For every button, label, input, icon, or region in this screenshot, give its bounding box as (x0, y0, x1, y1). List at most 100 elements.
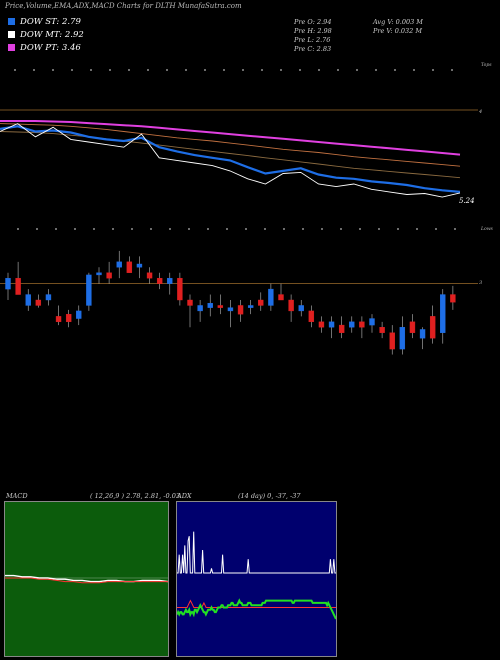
candle-body (409, 321, 416, 333)
candle-body (338, 324, 345, 333)
candle-body (116, 261, 122, 268)
tops-marker (280, 69, 282, 71)
adx-panel (176, 501, 337, 657)
tops-marker (432, 69, 434, 71)
candle-body (288, 299, 294, 312)
candle-body (187, 299, 193, 306)
adx-params: (14 day) 0, -37, -37 (238, 492, 301, 500)
candle-body (197, 305, 203, 312)
candle-body (349, 321, 355, 328)
adx-chart (176, 531, 337, 620)
lows-marker (17, 228, 19, 230)
macd-params: ( 12,26,9 ) 2.78, 2.81, -0.03 (90, 492, 180, 500)
legend-dow-st-label: DOW ST: 2.79 (20, 17, 81, 27)
pre-volume: Pre V: 0.032 M (373, 27, 423, 35)
tops-marker (185, 69, 187, 71)
tops-marker (356, 69, 358, 71)
candle-body (399, 327, 406, 350)
candle-body (55, 316, 62, 323)
lows-marker (397, 228, 399, 230)
candle-body (359, 321, 365, 328)
price-lows-label: Lows (480, 226, 494, 232)
tops-marker (375, 69, 377, 71)
tops-marker (204, 69, 206, 71)
legend-swatch-mt (8, 31, 15, 38)
candle-body (35, 299, 42, 306)
candle-body (227, 307, 234, 312)
candle-body (237, 305, 244, 315)
lows-marker (36, 228, 38, 230)
legend-dow-pt: DOW PT: 3.46 (8, 43, 81, 53)
tops-marker (14, 69, 16, 71)
candle-body (247, 305, 254, 308)
adx-series-line (177, 599, 336, 608)
candle-body (217, 305, 224, 308)
price-3-label: 3 (479, 280, 482, 286)
lows-marker (207, 228, 209, 230)
pre-close: Pre C: 2.83 (294, 45, 332, 53)
candle-body (379, 327, 385, 333)
tops-marker (109, 69, 111, 71)
macd-series-line (5, 577, 168, 584)
chart-title: Price,Volume,EMA,ADX,MACD Charts for DLT… (5, 2, 242, 10)
ema-tops-label: Tops (481, 62, 492, 68)
lows-marker (359, 228, 361, 230)
ema-4-label: 4 (478, 109, 482, 115)
lows-marker (245, 228, 247, 230)
ema-panel (0, 69, 478, 230)
candle-body (308, 310, 315, 323)
candle-body (5, 277, 11, 290)
lows-marker (454, 228, 456, 230)
candle-body (450, 294, 456, 303)
tops-marker (147, 69, 149, 71)
candle-body (298, 305, 304, 312)
lows-marker (74, 228, 76, 230)
adx-label: ADX (177, 492, 192, 500)
ema-price-label: 5.24 (459, 197, 475, 205)
candle-body (106, 272, 112, 279)
lows-marker (321, 228, 323, 230)
legend-dow-mt: DOW MT: 2.92 (8, 30, 84, 40)
tops-marker (337, 69, 339, 71)
lows-marker (283, 228, 285, 230)
lows-marker (264, 228, 266, 230)
candle-body (207, 303, 213, 308)
tops-marker (394, 69, 396, 71)
lows-marker (112, 228, 114, 230)
candle-body (268, 288, 274, 306)
ema-series-line (0, 131, 461, 179)
candle-body (96, 272, 102, 276)
tops-marker (413, 69, 415, 71)
tops-marker (71, 69, 73, 71)
lows-marker (169, 228, 171, 230)
candle-body (76, 310, 82, 319)
candle-body (258, 299, 264, 306)
legend-swatch-pt (8, 44, 15, 51)
lows-marker (188, 228, 190, 230)
legend-dow-mt-label: DOW MT: 2.92 (20, 30, 84, 40)
ema-series-line (0, 123, 461, 167)
candle-body (167, 277, 173, 284)
tops-marker (299, 69, 301, 71)
lows-marker (93, 228, 95, 230)
legend-swatch-st (8, 18, 15, 25)
lows-marker (378, 228, 380, 230)
candle-body (156, 277, 163, 284)
ema-series-line (0, 125, 461, 193)
tops-marker (90, 69, 92, 71)
candle-body (65, 313, 72, 323)
candle-body (126, 261, 133, 273)
candle-body (429, 316, 436, 339)
macd-panel (4, 501, 169, 657)
candle-body (86, 274, 92, 306)
macd-chart (5, 574, 169, 584)
tops-marker (166, 69, 168, 71)
legend-dow-pt-label: DOW PT: 3.46 (20, 43, 81, 53)
ema-series-line (0, 120, 461, 156)
ema-series-line (0, 123, 461, 198)
candle-body (440, 294, 446, 333)
tops-marker (451, 69, 453, 71)
candle-body (278, 294, 284, 301)
tops-marker (242, 69, 244, 71)
candle-body (328, 321, 335, 328)
